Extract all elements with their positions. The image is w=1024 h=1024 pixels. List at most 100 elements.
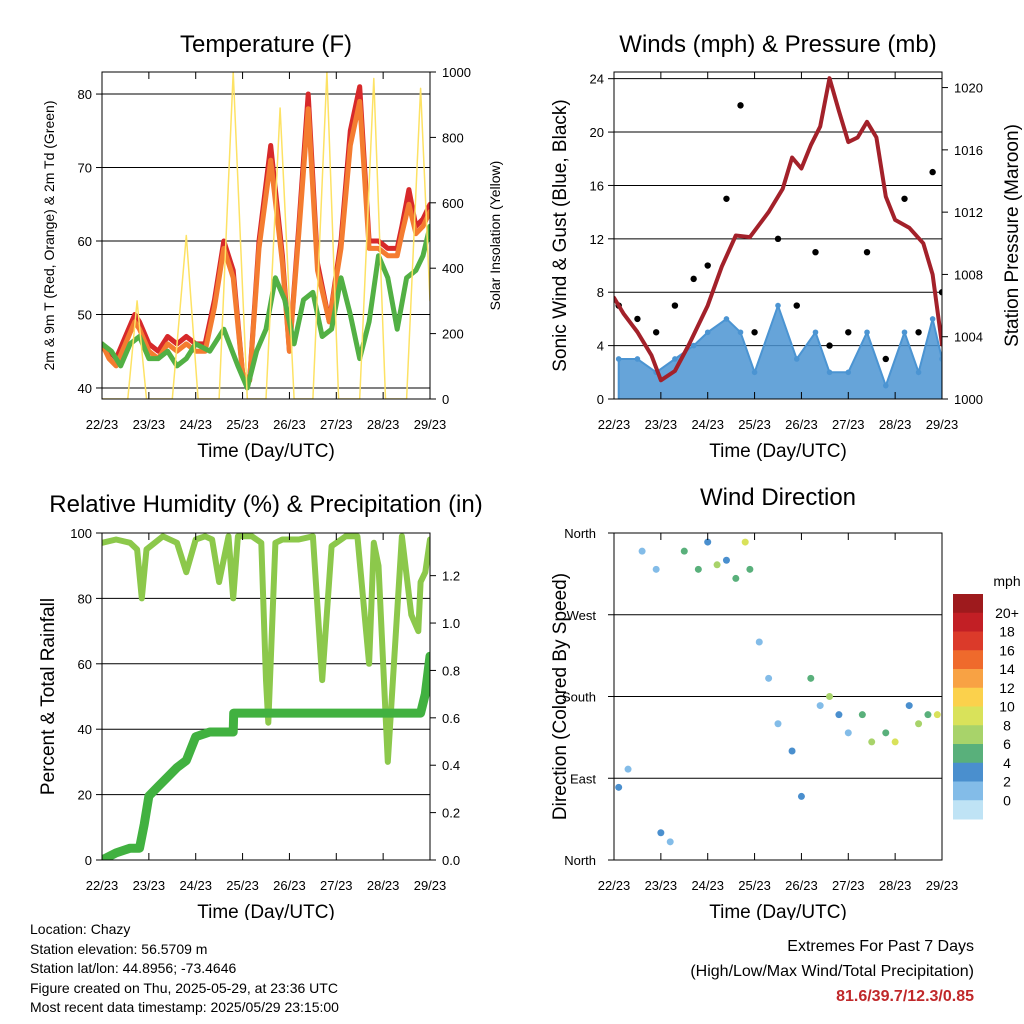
data-point-sonic-wind <box>901 329 908 336</box>
data-point-sonic-wind <box>704 329 711 336</box>
wind_direction-plot-area <box>614 533 942 860</box>
x-tick-label: 23/23 <box>645 878 678 893</box>
colorbar-swatch <box>953 781 983 801</box>
wind_direction-chart: Wind Direction Time (Day/UTC) Direction (C… <box>550 484 1021 920</box>
direction-point <box>844 729 852 737</box>
colorbar-label: 4 <box>1003 755 1011 771</box>
y-tick-label: 20 <box>590 125 604 140</box>
x-tick-label: 24/23 <box>691 417 724 432</box>
colorbar-swatch <box>953 744 983 764</box>
direction-point <box>797 792 805 800</box>
x-tick-label: 24/23 <box>179 878 212 893</box>
direction-point <box>624 765 632 773</box>
x-tick-label: 22/23 <box>598 417 631 432</box>
wind_direction-ylabel: Direction (Colored By Speed) <box>550 573 571 820</box>
series-line-2m-td <box>102 223 430 391</box>
y-tick-label: 40 <box>78 381 92 396</box>
colorbar-swatch <box>953 612 983 632</box>
x-tick-label: 22/23 <box>86 878 119 893</box>
direction-point <box>826 693 834 700</box>
series-area-sonic-wind <box>617 302 942 399</box>
x-tick-label: 27/23 <box>832 878 865 893</box>
temperature-title: Temperature (F) <box>180 31 352 58</box>
data-point-sonic-wind <box>864 329 870 336</box>
y-tick-label-right: 400 <box>442 261 464 276</box>
data-point-gust <box>938 289 942 296</box>
colorbar-swatch <box>953 800 983 820</box>
direction-point <box>774 720 782 728</box>
winds-title: Winds (mph) & Pressure (mb) <box>619 31 936 58</box>
temperature-ylabel: 2m & 9m T (Red, Orange) & 2m Td (Green) <box>41 101 57 371</box>
temperature-xlabel: Time (Day/UTC) <box>197 441 335 462</box>
data-point-sonic-wind <box>751 369 758 376</box>
colorbar-swatch <box>953 669 983 689</box>
x-tick-label: 28/23 <box>879 878 912 893</box>
winds-chart: Winds (mph) & Pressure (mb) Time (Day/UTC… <box>550 31 1023 462</box>
y-tick-label: 0 <box>597 392 604 407</box>
colorbar-label: 6 <box>1003 736 1011 752</box>
wind_direction-xlabel: Time (Day/UTC) <box>709 902 847 920</box>
direction-point <box>765 674 773 682</box>
figure: Temperature (F) Time (Day/UTC) 2m & 9m T (… <box>38 31 1023 920</box>
colorbar-label: 0 <box>1003 792 1011 808</box>
data-point-gust <box>704 262 711 269</box>
colorbar-swatch <box>953 687 983 707</box>
data-point-gust <box>671 302 679 309</box>
colorbar-swatch <box>953 594 983 614</box>
y-tick-label: 40 <box>78 722 92 737</box>
data-point-gust <box>723 195 730 202</box>
direction-point <box>713 561 721 569</box>
y-tick-label: 8 <box>597 285 604 300</box>
extremes-box: Extremes For Past 7 Days (High/Low/Max W… <box>690 934 974 1009</box>
direction-point <box>807 674 815 682</box>
data-point-sonic-wind <box>775 302 781 309</box>
y-tick-label: 60 <box>78 657 92 672</box>
x-tick-label: 27/23 <box>832 417 865 432</box>
y-tick-label: 80 <box>78 591 92 606</box>
humidity-plot-area <box>102 533 430 860</box>
extremes-values: 81.6/39.7/12.3/0.85 <box>836 988 974 1005</box>
data-point-sonic-wind <box>929 316 936 322</box>
x-tick-label: 25/23 <box>738 878 771 893</box>
data-point-gust <box>901 195 908 202</box>
winds-ylabel: Sonic Wind & Gust (Blue, Black) <box>550 99 571 371</box>
direction-point <box>746 565 754 573</box>
data-point-sonic-wind <box>737 329 744 336</box>
direction-point <box>722 556 730 564</box>
direction-point <box>788 747 796 755</box>
direction-point <box>704 538 712 546</box>
x-tick-label: 29/23 <box>414 417 447 432</box>
y-tick-label-right: 600 <box>442 196 464 211</box>
data-point-gust <box>751 329 758 336</box>
humidity-xlabel: Time (Day/UTC) <box>197 902 335 920</box>
temperature-frame <box>101 71 431 400</box>
series-line-solar-insolation <box>102 72 430 399</box>
x-tick-label: 26/23 <box>273 878 306 893</box>
direction-point <box>652 565 660 573</box>
colorbar-label: 12 <box>999 680 1015 696</box>
data-point-gust <box>652 329 660 336</box>
y-tick-label-right: 0.6 <box>442 711 460 726</box>
temperature-chart: Temperature (F) Time (Day/UTC) 2m & 9m T (… <box>41 31 503 462</box>
y-tick-label: 24 <box>590 72 604 87</box>
x-tick-label: 26/23 <box>785 417 818 432</box>
y-category-label: North <box>564 526 596 541</box>
x-tick-label: 29/23 <box>926 878 959 893</box>
colorbar-label: 2 <box>1003 774 1011 790</box>
winds-frame <box>613 71 943 400</box>
x-tick-label: 29/23 <box>926 417 959 432</box>
direction-point <box>882 729 890 737</box>
y-tick-label-right: 1020 <box>954 81 983 96</box>
extremes-title: Extremes For Past 7 Days <box>787 938 974 955</box>
y-tick-label-right: 1000 <box>954 392 983 407</box>
data-point-gust <box>929 168 936 176</box>
direction-point <box>694 565 702 573</box>
x-tick-label: 22/23 <box>86 417 119 432</box>
station-info: Location: Chazy Station elevation: 56.57… <box>30 920 339 1018</box>
data-point-gust <box>774 235 782 243</box>
direction-point <box>905 702 913 710</box>
x-tick-label: 23/23 <box>133 878 166 893</box>
y-tick-label-right: 0.4 <box>442 758 460 773</box>
direction-point <box>615 783 623 791</box>
data-point-sonic-wind <box>939 356 942 362</box>
